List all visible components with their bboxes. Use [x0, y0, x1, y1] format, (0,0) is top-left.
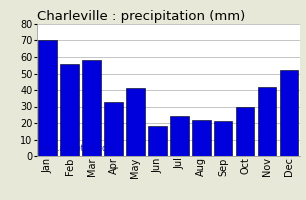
Bar [214, 121, 233, 156]
Bar [126, 88, 145, 156]
Bar [280, 70, 298, 156]
Text: www.allmetsat.com: www.allmetsat.com [39, 144, 114, 153]
Bar [236, 106, 254, 156]
Bar [82, 60, 101, 156]
Bar [38, 40, 57, 156]
Bar [60, 64, 79, 156]
Bar [258, 87, 276, 156]
Bar [148, 126, 167, 156]
Bar [170, 116, 188, 156]
Bar [192, 120, 211, 156]
Bar [104, 102, 123, 156]
Text: Charleville : precipitation (mm): Charleville : precipitation (mm) [37, 10, 245, 23]
